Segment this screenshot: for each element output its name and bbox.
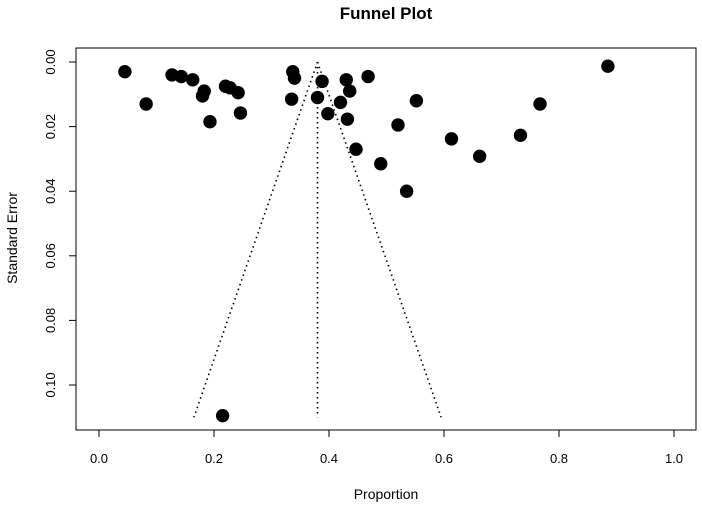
y-tick-label: 0.10 bbox=[43, 372, 58, 397]
x-axis: 0.0 0.2 0.4 0.6 0.8 1.0 bbox=[90, 430, 683, 466]
right-funnel-line bbox=[316, 61, 442, 418]
x-tick-label: 0.6 bbox=[435, 451, 453, 466]
data-point bbox=[315, 74, 329, 89]
data-point bbox=[361, 69, 375, 84]
data-point bbox=[339, 73, 353, 87]
y-tick-label: 0.02 bbox=[43, 114, 58, 139]
funnel-reference-lines bbox=[193, 61, 442, 418]
data-point bbox=[399, 184, 414, 198]
data-point bbox=[333, 95, 348, 110]
data-point bbox=[233, 106, 248, 120]
data-point bbox=[284, 92, 299, 106]
y-axis-label: Standard Error bbox=[4, 192, 20, 284]
data-point bbox=[533, 97, 547, 111]
data-point bbox=[186, 73, 200, 87]
y-tick-label: 0.08 bbox=[43, 308, 58, 333]
data-point bbox=[391, 118, 405, 132]
y-axis: 0.00 0.02 0.04 0.06 0.08 0.10 bbox=[43, 49, 76, 398]
data-point bbox=[321, 106, 335, 121]
data-point bbox=[472, 149, 487, 164]
data-point bbox=[349, 142, 363, 156]
data-points bbox=[118, 59, 615, 423]
data-point bbox=[215, 408, 230, 423]
data-point bbox=[231, 85, 245, 100]
x-tick-label: 0.8 bbox=[550, 451, 568, 466]
data-point bbox=[513, 128, 528, 143]
x-tick-label: 0.0 bbox=[90, 451, 108, 466]
x-axis-tick-labels: 0.0 0.2 0.4 0.6 0.8 1.0 bbox=[90, 451, 683, 466]
data-point bbox=[601, 59, 615, 73]
chart-title: Funnel Plot bbox=[340, 4, 433, 23]
x-axis-label: Proportion bbox=[354, 486, 419, 502]
y-tick-label: 0.00 bbox=[43, 49, 58, 74]
data-point bbox=[444, 132, 459, 146]
y-tick-label: 0.06 bbox=[43, 243, 58, 268]
data-point bbox=[310, 90, 325, 105]
x-tick-label: 1.0 bbox=[665, 451, 683, 466]
data-point bbox=[203, 115, 217, 129]
data-point bbox=[343, 84, 357, 98]
data-point bbox=[197, 84, 211, 98]
data-point bbox=[374, 157, 388, 171]
data-point bbox=[139, 97, 153, 111]
x-axis-ticks bbox=[98, 430, 675, 437]
y-axis-ticks bbox=[69, 61, 76, 386]
x-tick-label: 0.2 bbox=[205, 451, 223, 466]
x-tick-label: 0.4 bbox=[320, 451, 338, 466]
data-point bbox=[340, 112, 355, 126]
left-funnel-line bbox=[193, 61, 319, 418]
data-point bbox=[409, 94, 424, 108]
data-point bbox=[118, 64, 132, 79]
data-point bbox=[174, 69, 188, 84]
y-tick-label: 0.04 bbox=[43, 179, 58, 204]
data-point bbox=[287, 71, 302, 85]
y-axis-tick-labels: 0.00 0.02 0.04 0.06 0.08 0.10 bbox=[43, 49, 58, 397]
plot-frame bbox=[75, 47, 697, 431]
